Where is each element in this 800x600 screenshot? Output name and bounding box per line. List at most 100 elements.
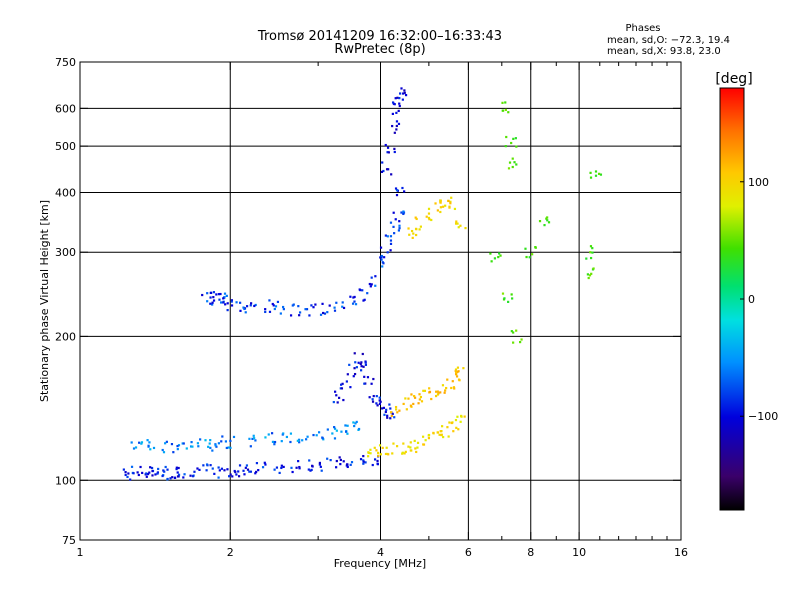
- data-point: [367, 451, 370, 455]
- data-point: [395, 128, 398, 131]
- data-point: [386, 146, 390, 149]
- data-point: [319, 313, 323, 316]
- data-point: [585, 257, 588, 260]
- data-point: [289, 440, 292, 444]
- data-point: [393, 147, 396, 151]
- data-point: [398, 220, 401, 223]
- data-point: [409, 441, 412, 444]
- data-point: [251, 437, 254, 440]
- data-point: [513, 161, 516, 164]
- data-point: [442, 435, 445, 439]
- data-point: [351, 302, 355, 305]
- colorbar-tick-label: 100: [748, 176, 769, 189]
- data-point: [140, 441, 144, 444]
- data-point: [271, 302, 274, 306]
- y-tick-label: 200: [55, 330, 76, 343]
- data-point: [501, 292, 505, 295]
- data-point: [394, 97, 397, 100]
- data-point: [209, 446, 212, 450]
- data-point: [369, 448, 372, 451]
- data-point: [389, 242, 393, 246]
- chart-subtitle: RwPretec (8p): [334, 42, 425, 57]
- data-point: [350, 461, 354, 464]
- data-point: [239, 309, 242, 312]
- data-point: [363, 382, 366, 385]
- data-point: [386, 151, 389, 154]
- data-point: [512, 137, 515, 140]
- data-point: [412, 232, 415, 235]
- data-point: [402, 212, 405, 216]
- data-point: [427, 433, 431, 437]
- data-point: [201, 293, 204, 297]
- data-point: [249, 304, 252, 307]
- data-point: [253, 437, 256, 440]
- data-point: [588, 274, 592, 277]
- data-point: [193, 470, 196, 473]
- data-point: [401, 98, 404, 101]
- data-point: [229, 446, 232, 449]
- data-point: [490, 260, 493, 263]
- data-point: [371, 463, 374, 467]
- data-point: [164, 442, 167, 445]
- data-point: [264, 436, 267, 439]
- data-point: [152, 446, 156, 450]
- data-point: [413, 439, 416, 442]
- data-point: [511, 157, 514, 160]
- x-axis-label: Frequency [MHz]: [334, 557, 426, 570]
- data-point: [183, 473, 186, 476]
- data-point: [435, 390, 438, 393]
- data-point: [280, 466, 283, 470]
- data-point: [254, 303, 257, 307]
- data-point: [182, 476, 185, 479]
- data-point: [220, 440, 223, 443]
- data-point: [389, 239, 393, 242]
- data-point: [362, 299, 365, 302]
- data-point: [310, 304, 313, 307]
- data-point: [397, 229, 401, 232]
- data-point: [127, 472, 130, 475]
- data-point: [363, 375, 366, 378]
- data-point: [415, 217, 418, 221]
- data-point: [404, 94, 408, 97]
- data-point: [376, 404, 379, 407]
- data-point: [395, 445, 399, 448]
- data-point: [261, 466, 265, 469]
- data-point: [156, 472, 159, 475]
- data-point: [389, 407, 392, 410]
- data-point: [235, 301, 238, 304]
- data-point: [423, 389, 427, 392]
- data-point: [217, 466, 220, 469]
- data-point: [255, 470, 258, 474]
- data-point: [230, 299, 233, 302]
- data-point: [211, 303, 214, 306]
- data-point: [145, 475, 148, 478]
- data-point: [273, 307, 276, 311]
- data-point: [254, 472, 257, 475]
- data-point: [515, 163, 518, 166]
- data-point: [273, 468, 276, 471]
- data-point: [229, 473, 232, 476]
- data-point: [290, 466, 293, 469]
- data-point: [166, 477, 169, 481]
- data-point: [224, 440, 228, 443]
- data-point: [384, 452, 388, 456]
- data-point: [161, 474, 164, 478]
- data-point: [242, 306, 245, 309]
- data-point: [360, 365, 363, 368]
- data-point: [314, 303, 317, 306]
- data-point: [342, 306, 346, 310]
- data-point: [189, 474, 192, 477]
- data-point: [162, 451, 166, 454]
- data-point: [359, 458, 363, 461]
- data-point: [311, 465, 314, 468]
- data-point: [391, 124, 394, 128]
- data-point: [383, 256, 386, 259]
- data-point: [211, 467, 214, 470]
- data-point: [370, 283, 373, 286]
- data-point: [129, 478, 132, 481]
- data-point: [396, 411, 399, 414]
- data-point: [326, 457, 329, 460]
- series-high-tail-blue-: [380, 87, 408, 176]
- data-point: [455, 371, 458, 374]
- data-point: [124, 471, 127, 474]
